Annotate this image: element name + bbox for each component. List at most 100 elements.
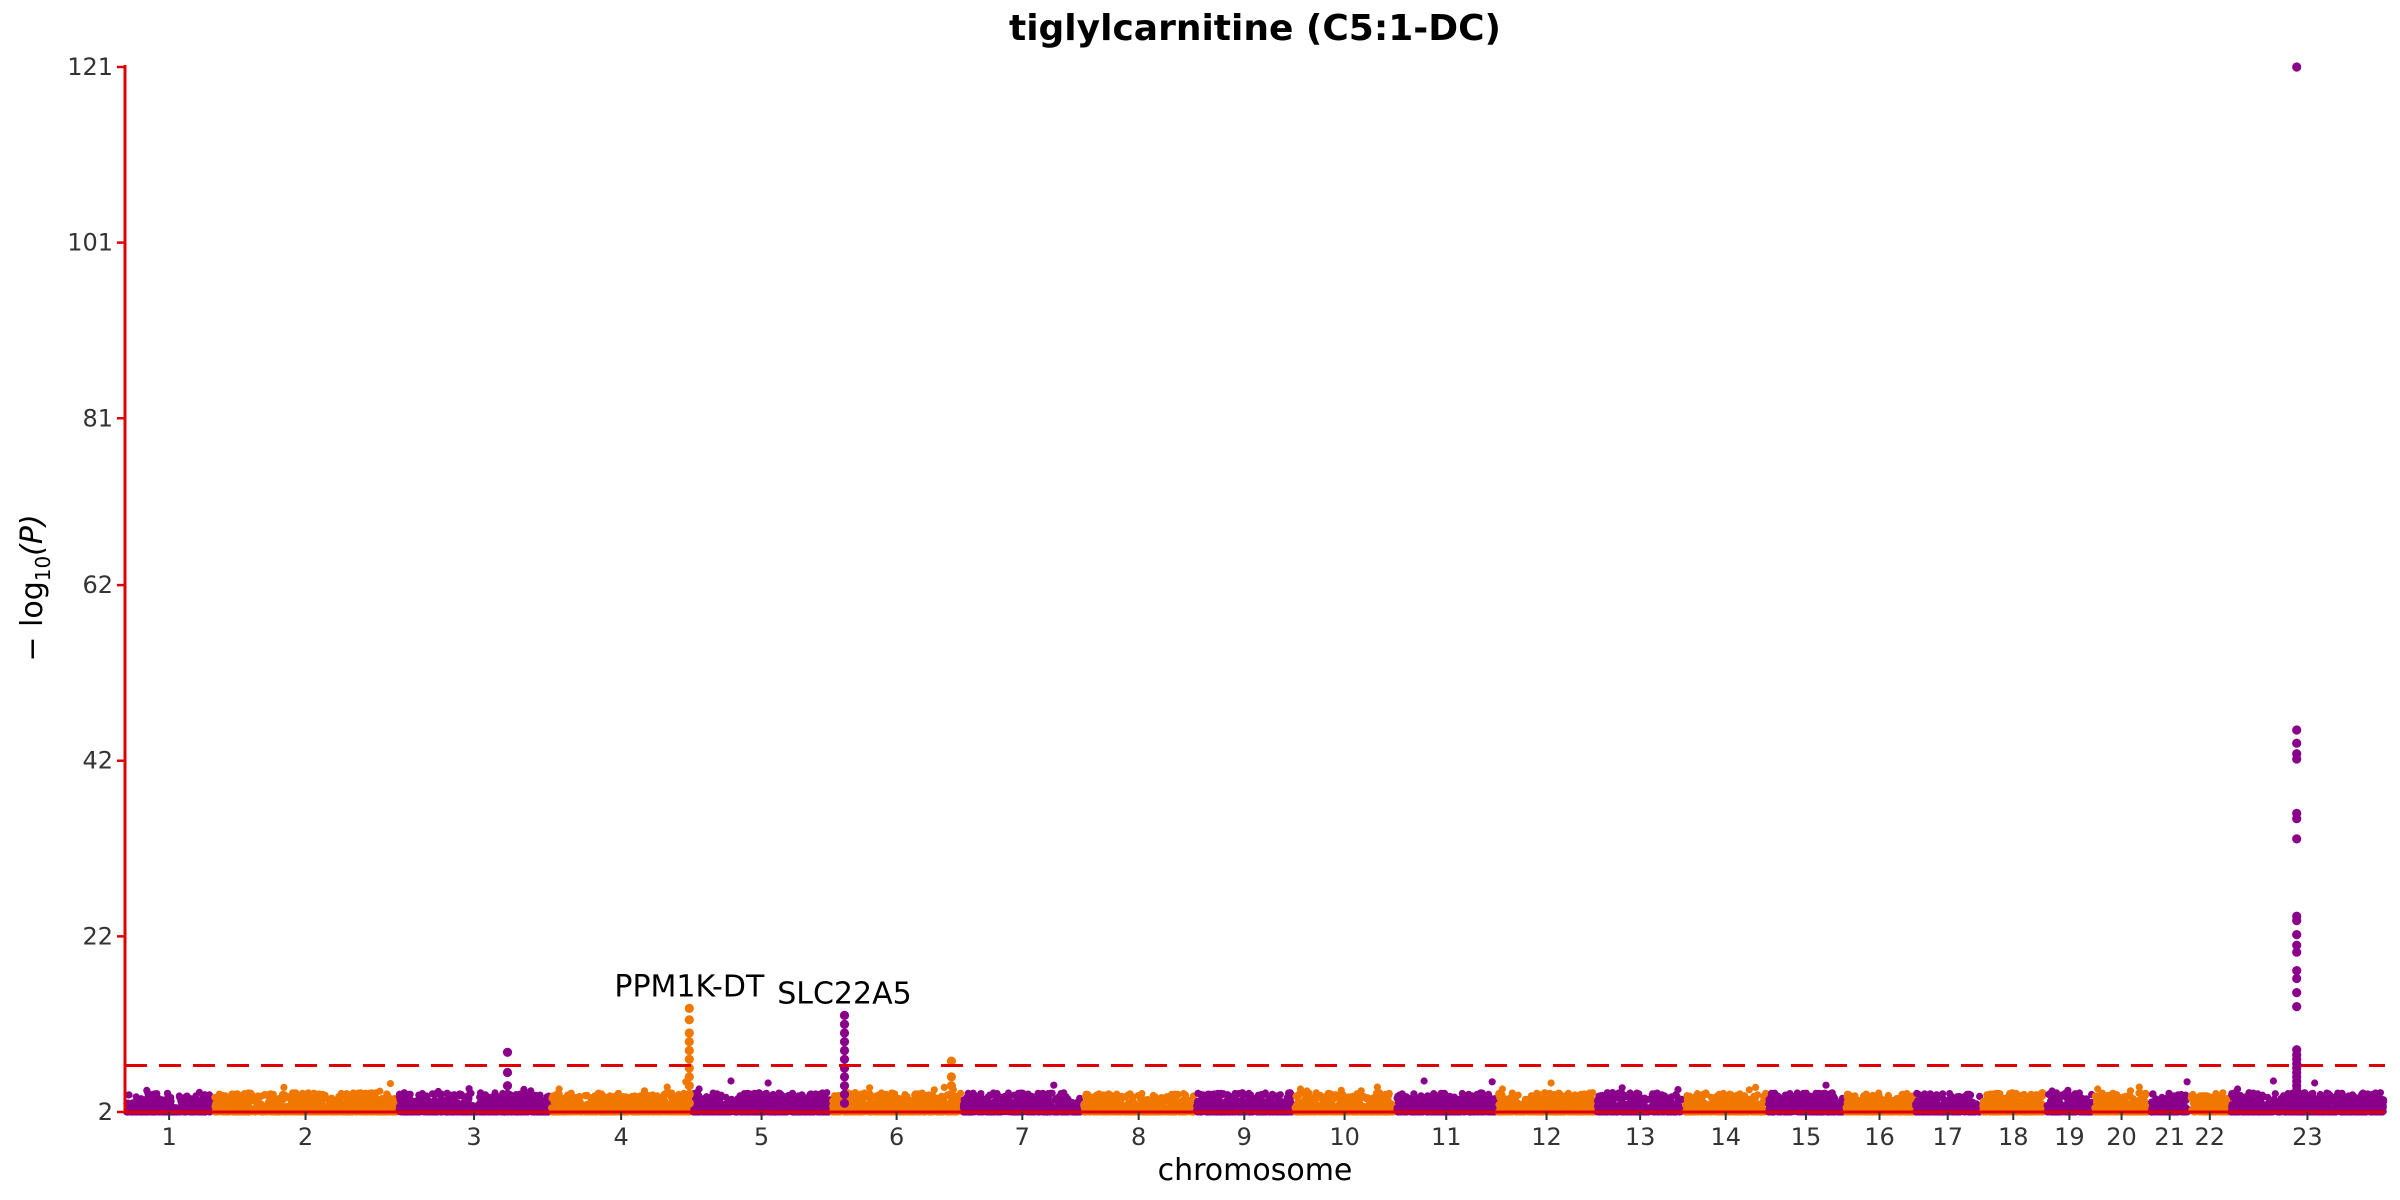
data-point <box>979 1100 987 1108</box>
data-point <box>483 1100 491 1108</box>
data-point <box>783 1093 792 1101</box>
data-point <box>463 1093 471 1101</box>
data-point <box>244 1098 253 1106</box>
data-point <box>136 1095 144 1104</box>
data-point <box>1138 1090 1146 1098</box>
data-point <box>992 1093 1000 1101</box>
data-point <box>280 1083 288 1091</box>
data-point <box>447 1091 455 1099</box>
data-point <box>1117 1093 1125 1101</box>
data-point <box>192 1092 200 1100</box>
data-point <box>204 1091 212 1099</box>
data-point <box>923 1092 931 1100</box>
data-point <box>832 1098 840 1106</box>
data-point <box>576 1098 584 1106</box>
data-point <box>959 1104 968 1112</box>
data-point <box>234 1095 242 1103</box>
data-point <box>1097 1099 1105 1107</box>
data-point <box>702 1095 710 1103</box>
data-point <box>890 1097 899 1105</box>
data-point <box>293 1092 301 1100</box>
data-point <box>325 1098 333 1106</box>
data-point <box>1005 1102 1013 1110</box>
data-point <box>811 1090 820 1098</box>
data-point <box>305 1090 313 1098</box>
data-point <box>776 1090 785 1098</box>
data-point <box>341 1101 349 1109</box>
data-point <box>1082 1090 1090 1098</box>
data-point <box>794 1092 802 1100</box>
data-point <box>154 1094 162 1102</box>
data-point <box>216 1093 224 1101</box>
data-point <box>764 1079 772 1087</box>
data-point <box>222 1097 230 1105</box>
data-point <box>219 1103 227 1111</box>
data-point <box>1117 1103 1125 1111</box>
data-point <box>168 1103 176 1111</box>
data-point <box>418 1095 426 1104</box>
data-point <box>478 1095 487 1103</box>
data-point <box>125 1091 133 1099</box>
data-point <box>1134 1102 1142 1110</box>
data-point <box>1056 1098 1064 1106</box>
data-point <box>1149 1095 1157 1103</box>
data-point <box>192 1102 200 1110</box>
data-point <box>457 1091 465 1099</box>
data-point <box>669 1096 677 1104</box>
data-point <box>374 1096 383 1104</box>
data-point <box>167 1097 175 1105</box>
data-point <box>877 1104 885 1112</box>
data-point <box>857 1090 865 1098</box>
data-point <box>603 1097 612 1105</box>
data-point <box>543 1094 551 1102</box>
data-point <box>184 1102 192 1110</box>
data-point <box>405 1090 413 1098</box>
data-point <box>1152 1103 1160 1112</box>
data-point <box>147 1098 155 1107</box>
data-point <box>363 1099 371 1108</box>
data-point <box>516 1090 524 1098</box>
data-point <box>264 1099 272 1107</box>
data-point <box>255 1093 263 1101</box>
data-point <box>158 1099 166 1107</box>
data-point <box>228 1090 236 1098</box>
data-point <box>398 1095 406 1103</box>
data-point <box>521 1090 529 1098</box>
chart-title: tiglylcarnitine (C5:1-DC) <box>1009 8 1501 49</box>
data-point <box>881 1095 889 1103</box>
data-point <box>620 1101 628 1109</box>
data-point <box>242 1092 250 1100</box>
data-point <box>163 1089 172 1097</box>
data-point <box>357 1089 365 1097</box>
data-point <box>831 1092 839 1100</box>
data-point <box>287 1097 296 1105</box>
data-point <box>293 1101 301 1109</box>
data-point <box>640 1089 648 1098</box>
data-point <box>700 1103 708 1111</box>
data-point <box>1017 1089 1025 1097</box>
data-point <box>555 1096 563 1104</box>
data-point <box>1039 1089 1047 1097</box>
data-point <box>374 1102 382 1111</box>
data-point <box>437 1090 445 1099</box>
data-point <box>319 1090 327 1098</box>
data-point <box>441 1098 449 1106</box>
data-point <box>1085 1101 1094 1109</box>
data-point <box>1064 1095 1072 1103</box>
data-point <box>1126 1101 1134 1109</box>
data-point <box>211 1102 219 1110</box>
data-point <box>274 1096 282 1104</box>
data-point <box>301 1100 310 1109</box>
data-point <box>970 1097 978 1105</box>
data-point <box>668 1089 676 1097</box>
data-point <box>859 1099 868 1107</box>
data-point <box>751 1090 760 1098</box>
data-point <box>269 1090 277 1098</box>
data-point <box>727 1077 735 1085</box>
data-point <box>726 1102 734 1110</box>
data-point <box>458 1100 466 1108</box>
data-point <box>309 1101 317 1109</box>
data-point <box>940 1083 948 1091</box>
data-point <box>902 1100 911 1108</box>
